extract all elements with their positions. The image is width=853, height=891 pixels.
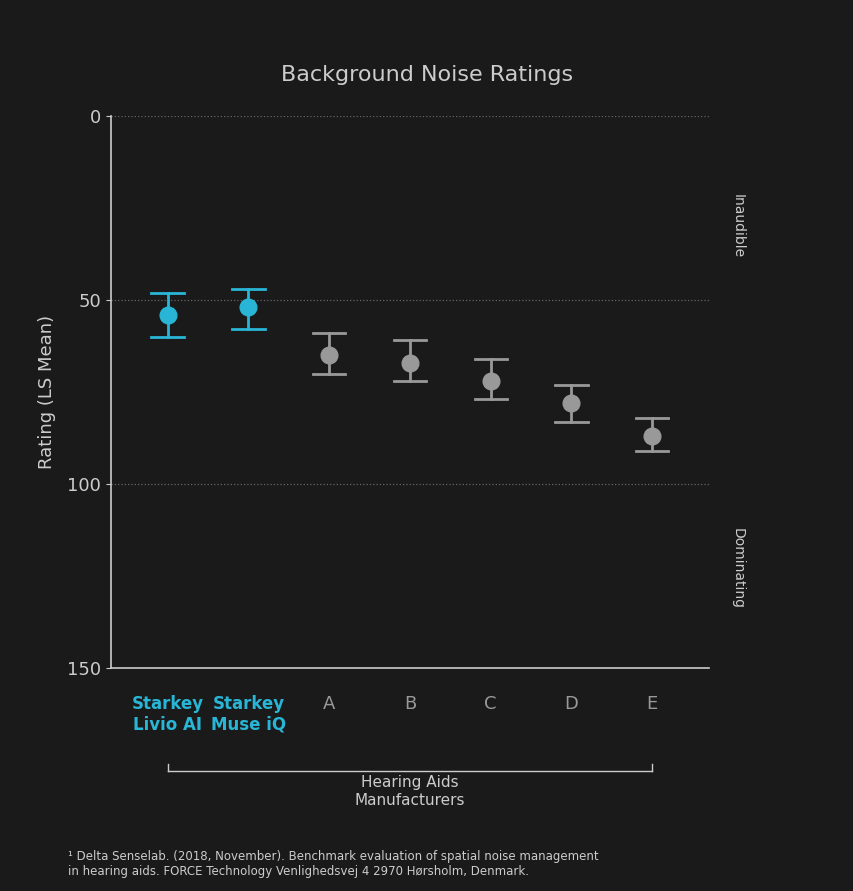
Text: ¹ Delta Senselab. (2018, November). Benchmark evaluation of spatial noise manage: ¹ Delta Senselab. (2018, November). Benc…	[68, 850, 598, 878]
Text: C: C	[484, 695, 496, 713]
Text: Starkey
Livio AI: Starkey Livio AI	[131, 695, 203, 734]
Text: Inaudible: Inaudible	[729, 194, 743, 258]
Text: Starkey
Muse iQ: Starkey Muse iQ	[211, 695, 286, 734]
Y-axis label: Rating (LS Mean): Rating (LS Mean)	[38, 315, 56, 469]
Text: B: B	[403, 695, 415, 713]
Text: Background Noise Ratings: Background Noise Ratings	[281, 65, 572, 85]
Text: Hearing Aids
Manufacturers: Hearing Aids Manufacturers	[354, 775, 465, 807]
Text: A: A	[322, 695, 335, 713]
Text: D: D	[564, 695, 577, 713]
Text: E: E	[646, 695, 657, 713]
Text: Dominating: Dominating	[729, 528, 743, 609]
